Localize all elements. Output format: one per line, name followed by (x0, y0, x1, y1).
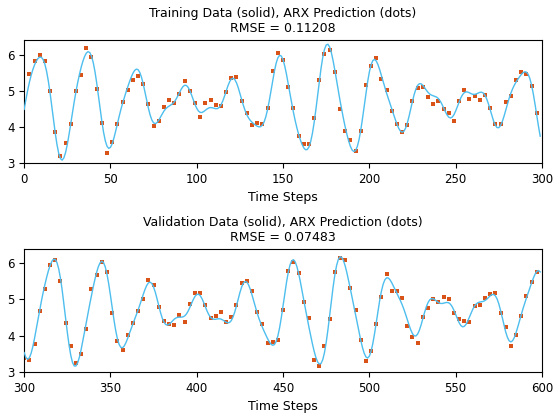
Title: Validation Data (solid), ARX Prediction (dots)
RMSE = 0.07483: Validation Data (solid), ARX Prediction … (143, 215, 423, 244)
Title: Training Data (solid), ARX Prediction (dots)
RMSE = 0.11208: Training Data (solid), ARX Prediction (d… (150, 7, 417, 35)
X-axis label: Time Steps: Time Steps (248, 192, 318, 205)
X-axis label: Time Steps: Time Steps (248, 400, 318, 413)
